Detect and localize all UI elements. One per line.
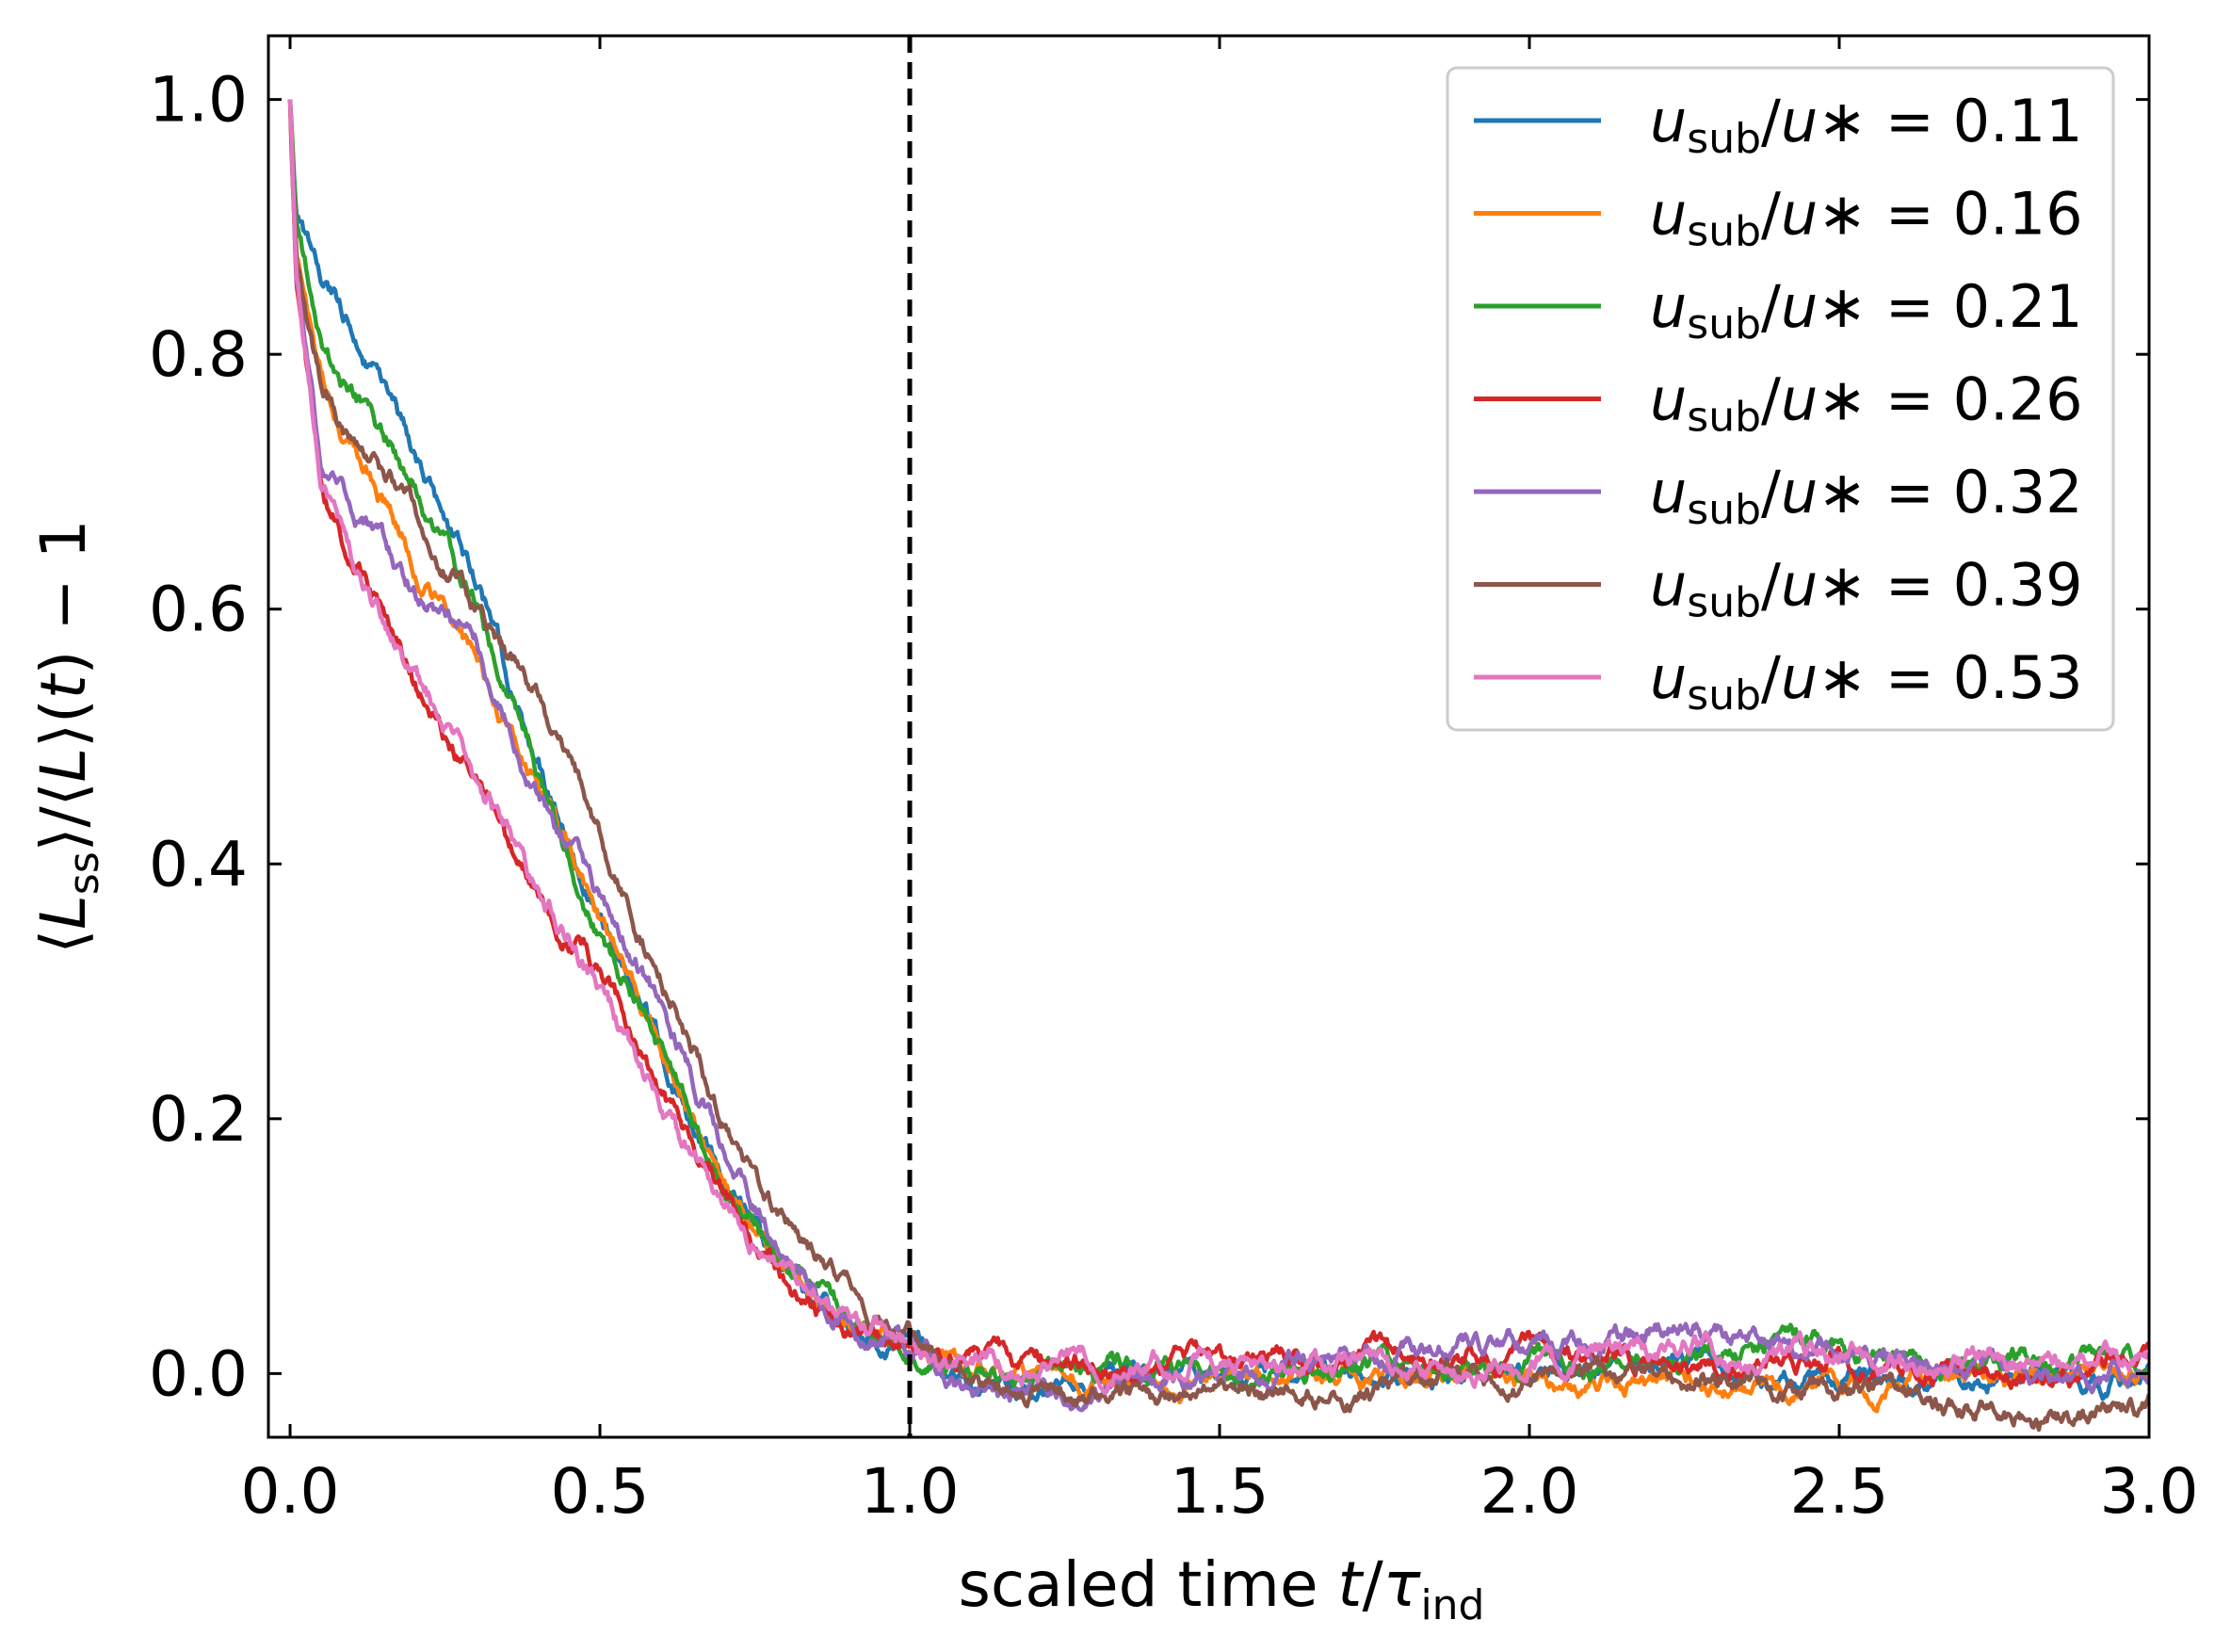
- legend-label-part: /: [1761, 458, 1781, 526]
- legend-label: usub/u∗ = 0.11: [1650, 87, 2083, 163]
- legend-label-part: /: [1761, 87, 1781, 155]
- legend-label-part: 0.26: [1953, 365, 2083, 434]
- y-axis-title-mid: ⟩/⟨: [27, 783, 100, 852]
- x-axis-title: scaled time t/τind: [959, 1548, 1485, 1629]
- legend-label-part: u: [1650, 180, 1687, 249]
- x-tick-label: 0.5: [551, 1455, 650, 1528]
- legend-label-part: sub: [1687, 579, 1761, 627]
- legend-label-part: ∗: [1818, 458, 1867, 526]
- legend-label-part: ∗: [1818, 272, 1867, 341]
- y-axis-title-close: ⟩(: [27, 699, 100, 748]
- legend-label-part: =: [1867, 180, 1952, 249]
- legend-label-part: ∗: [1818, 180, 1867, 249]
- x-tick-label: 0.0: [241, 1455, 340, 1528]
- legend-label-part: u: [1781, 365, 1818, 434]
- legend-label-part: /: [1761, 272, 1781, 341]
- legend-label-part: sub: [1687, 486, 1761, 534]
- legend-label-part: 0.21: [1953, 272, 2083, 341]
- series-line: [287, 99, 2149, 1396]
- legend-label: usub/u∗ = 0.26: [1650, 365, 2083, 442]
- x-axis-title-slash: /: [1362, 1548, 1383, 1621]
- x-tick-label: 2.0: [1480, 1455, 1579, 1528]
- legend-label-part: /: [1761, 551, 1781, 620]
- legend-label-part: 0.16: [1953, 180, 2083, 249]
- y-axis-title: ⟨Lss⟩/⟨L⟩(t) − 1: [27, 519, 108, 953]
- legend-label-part: 0.53: [1953, 643, 2083, 712]
- legend-label-part: =: [1867, 643, 1952, 712]
- legend-label: usub/u∗ = 0.16: [1650, 180, 2083, 256]
- series-layer: [287, 99, 2149, 1433]
- legend-label-part: /: [1761, 365, 1781, 434]
- legend-label-part: u: [1650, 365, 1687, 434]
- legend-label: usub/u∗ = 0.39: [1650, 551, 2083, 627]
- legend-label-part: =: [1867, 272, 1952, 341]
- legend-label-part: u: [1650, 87, 1687, 155]
- legend-label: usub/u∗ = 0.21: [1650, 272, 2083, 348]
- legend-label-part: =: [1867, 458, 1952, 526]
- y-tick-label: 0.6: [149, 574, 248, 646]
- legend-label-part: u: [1650, 551, 1687, 620]
- legend-label-part: sub: [1687, 208, 1761, 256]
- legend-label-part: ∗: [1818, 87, 1867, 155]
- y-axis-title-L: L: [27, 895, 100, 930]
- y-axis-title-L2: L: [27, 748, 100, 783]
- legend-label-part: 0.11: [1953, 87, 2083, 155]
- x-tick-label: 3.0: [2100, 1455, 2199, 1528]
- x-axis-title-var: t: [1338, 1548, 1365, 1621]
- y-axis-title-t: t: [27, 672, 100, 699]
- legend-label-part: u: [1781, 87, 1818, 155]
- y-axis-title-ss: ss: [60, 851, 108, 895]
- x-axis-title-tau: τ: [1383, 1548, 1422, 1621]
- legend-label-part: ∗: [1818, 551, 1867, 620]
- legend-label-part: u: [1781, 180, 1818, 249]
- tick-layer: 0.0 0.5 1.0 1.5 2.0 2.5 3.0 0.0 0.2 0.4 0.6 0.8 1.0: [149, 36, 2198, 1528]
- series-line: [287, 99, 2149, 1390]
- y-axis-title-open: ⟨: [27, 930, 100, 954]
- legend-label-part: =: [1867, 365, 1952, 434]
- legend-label-part: =: [1867, 551, 1952, 620]
- x-tick-label: 1.0: [861, 1455, 960, 1528]
- legend-label-part: u: [1781, 551, 1818, 620]
- x-axis-title-sub: ind: [1420, 1581, 1484, 1629]
- legend-frame: [1446, 66, 2115, 732]
- legend-label-part: u: [1781, 272, 1818, 341]
- x-tick-label: 1.5: [1171, 1455, 1269, 1528]
- legend-label-part: u: [1650, 643, 1687, 712]
- legend-label: usub/u∗ = 0.53: [1650, 643, 2083, 720]
- y-tick-label: 0.8: [149, 318, 248, 391]
- legend-label-part: ∗: [1818, 643, 1867, 712]
- legend-label-part: u: [1781, 458, 1818, 526]
- legend-label-part: u: [1650, 272, 1687, 341]
- legend-label-part: u: [1781, 643, 1818, 712]
- legend-label-part: /: [1761, 643, 1781, 712]
- legend-label-part: u: [1650, 458, 1687, 526]
- plot-frame: [267, 34, 2151, 1439]
- legend-label-part: ∗: [1818, 365, 1867, 434]
- y-axis-title-tail: ) − 1: [27, 519, 100, 674]
- legend-label-part: sub: [1687, 672, 1761, 720]
- x-tick-label: 2.5: [1790, 1455, 1889, 1528]
- legend-label-part: sub: [1687, 115, 1761, 163]
- legend-label-part: 0.39: [1953, 551, 2083, 620]
- y-tick-label: 1.0: [149, 64, 248, 137]
- y-tick-label: 0.2: [149, 1083, 248, 1156]
- legend-label-part: =: [1867, 87, 1952, 155]
- legend-label-part: 0.32: [1953, 458, 2083, 526]
- x-axis-title-prefix: scaled time: [959, 1548, 1338, 1621]
- legend-label-part: sub: [1687, 300, 1761, 348]
- series-line: [287, 99, 2149, 1433]
- y-tick-label: 0.4: [149, 828, 248, 900]
- legend-label-part: sub: [1687, 394, 1761, 442]
- legend-label: usub/u∗ = 0.32: [1650, 458, 2083, 534]
- y-tick-label: 0.0: [149, 1337, 248, 1410]
- legend-label-part: /: [1761, 180, 1781, 249]
